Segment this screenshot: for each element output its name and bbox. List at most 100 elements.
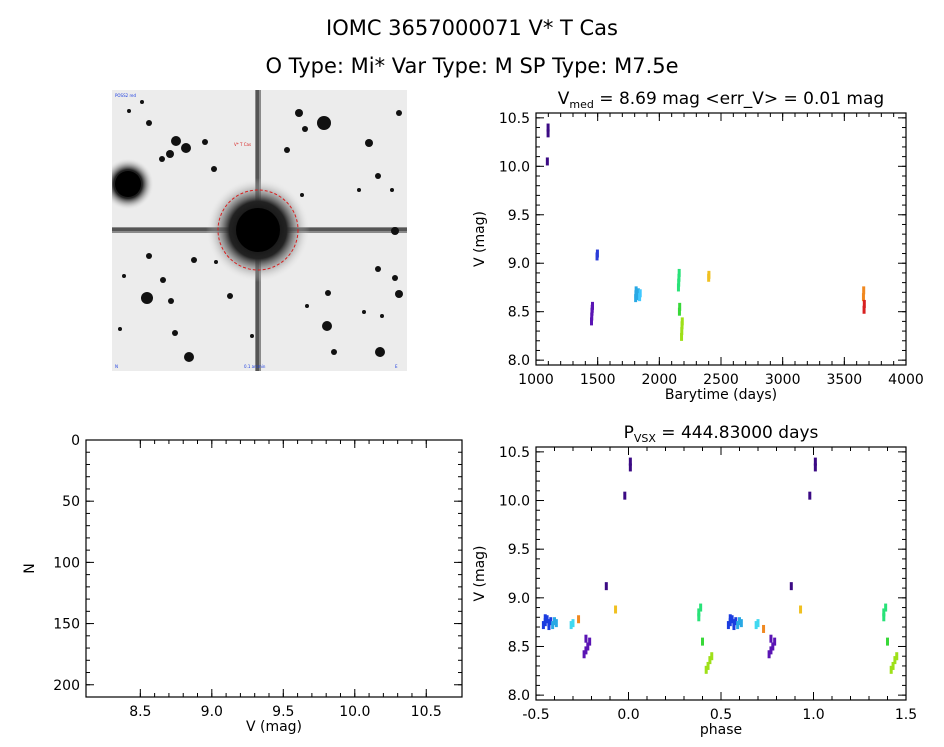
phase-point-s7-0: [623, 491, 627, 500]
phase-point-s23-2: [893, 656, 897, 665]
phase-point-s13-1: [738, 617, 741, 626]
lightcurve-ytick-label: 8.5: [508, 305, 530, 321]
lightcurve-title: Vmed = 8.69 mag <err_V> = 0.01 mag: [558, 89, 884, 111]
phase-xtick-label: 0.5: [710, 707, 732, 723]
phase-point-s12-4: [734, 617, 738, 626]
lightcurve-xtick-label: 1000: [518, 372, 554, 388]
lightcurve-point-s2-4: [590, 301, 594, 310]
hist-ytick-label: 100: [53, 555, 80, 571]
phase-point-s17-0: [789, 582, 793, 591]
phase-point-s11-1: [706, 661, 710, 670]
phase-point-s12-6: [732, 622, 736, 631]
phase-point-s6-0: [614, 605, 618, 614]
lightcurve-point-s6-2: [677, 273, 681, 282]
lightcurve-xlabel: Barytime (days): [665, 387, 777, 403]
phase-point-s16-1: [769, 646, 773, 655]
phase-point-s4-4: [584, 634, 588, 643]
phase-point-s2-0: [569, 621, 573, 630]
phase-point-s16-0: [767, 650, 771, 659]
phase-point-s16-4: [769, 634, 773, 643]
phase-point-s11-2: [708, 656, 712, 665]
phase-point-s4-2: [586, 642, 590, 651]
phase-xtick-label: -0.5: [522, 707, 549, 723]
phase-point-s0-2: [545, 615, 549, 624]
phase-point-s10-0: [701, 637, 704, 646]
lightcurve-point-s7-0: [677, 307, 681, 316]
phase-ytick-label: 8.0: [508, 688, 530, 704]
phase-point-s9-1: [697, 608, 701, 617]
hist-xtick-label: 9.0: [201, 704, 223, 720]
hist-xtick-label: 10.5: [411, 704, 442, 720]
phase-ytick-label: 9.5: [508, 542, 530, 558]
lightcurve-ytick-label: 10.0: [499, 159, 530, 175]
field-stars: [118, 100, 403, 362]
lightcurve-point-s1-0: [545, 157, 549, 166]
lightcurve-xtick-label: 2500: [703, 372, 739, 388]
phase-point-s12-2: [730, 615, 734, 624]
lightcurve-point-s11-0: [862, 305, 866, 314]
lightcurve-ytick-label: 9.0: [508, 256, 530, 272]
phase-point-s0-0: [541, 621, 545, 630]
phase-xtick-label: 1.5: [895, 707, 917, 723]
phase-point-s23-3: [895, 652, 899, 661]
lightcurve-point-s8-0: [680, 332, 684, 341]
phase-point-s1-2: [554, 619, 558, 628]
phase-point-s11-3: [710, 652, 714, 661]
lightcurve-point-s10-1: [862, 286, 866, 295]
lightcurve-xtick-label: 3500: [827, 372, 863, 388]
phase-ytick-label: 10.0: [499, 494, 530, 510]
figure-title: IOMC 3657000071 V* T Cas: [326, 16, 618, 40]
lightcurve-point-s10-0: [861, 293, 865, 302]
figure-subtitle: O Type: Mi* Var Type: M SP Type: M7.5e: [265, 54, 679, 78]
lightcurve-point-s3-1: [595, 249, 599, 258]
hist-xlabel: V (mag): [246, 719, 302, 735]
phase-point-s4-3: [588, 637, 592, 646]
phase-point-s5-0: [604, 582, 608, 591]
phase-point-s4-1: [584, 646, 588, 655]
phase-point-s4-0: [582, 650, 586, 659]
phase-point-s11-0: [704, 665, 708, 674]
lightcurve-point-s2-0: [590, 317, 593, 326]
phase-ylabel: V (mag): [472, 545, 488, 601]
stamp-caption-bottom-center: 0.1 arcmin: [244, 364, 266, 369]
phase-point-s8-0: [628, 463, 632, 472]
lightcurve-point-s4-4: [636, 288, 640, 297]
lightcurve-ytick-label: 9.5: [508, 208, 530, 224]
lightcurve-point-s0-0: [546, 129, 550, 138]
phase-title: PVSX = 444.83000 days: [624, 423, 819, 445]
lightcurve-frame: [535, 112, 907, 366]
hist-ytick-label: 50: [62, 494, 80, 510]
lightcurve-point-s9-1: [707, 270, 711, 279]
lightcurve-xtick-label: 2000: [642, 372, 678, 388]
phase-point-s22-0: [886, 637, 889, 646]
phase-point-s21-0: [882, 613, 886, 622]
phase-point-s20-0: [813, 463, 817, 472]
hist-xtick-label: 8.5: [129, 704, 151, 720]
sky-image-stamp: POSS2 red V* T Cas N 0.1 arcmin E: [112, 90, 407, 371]
hist-frame: [85, 439, 463, 698]
lightcurve-point-s7-1: [678, 302, 682, 311]
hist-xtick-label: 9.5: [272, 704, 294, 720]
phase-point-s23-0: [889, 665, 893, 674]
phase-point-s16-3: [773, 637, 777, 646]
hist-ytick-label: 200: [53, 678, 80, 694]
hist-ytick-label: 0: [71, 433, 80, 449]
phase-point-s1-0: [551, 621, 555, 630]
hist-xtick-label: 10.0: [339, 704, 370, 720]
phase-ytick-label: 8.5: [508, 639, 530, 655]
lightcurve-point-s6-0: [676, 283, 680, 292]
stamp-caption-bottom-left: N: [115, 364, 118, 369]
lightcurve-point-s4-2: [634, 286, 638, 295]
phase-ytick-label: 9.0: [508, 591, 530, 607]
phase-point-s8-1: [628, 457, 632, 466]
lightcurve-point-s8-3: [680, 317, 684, 326]
hist-ytick-label: 150: [53, 617, 80, 633]
phase-point-s12-5: [728, 614, 732, 623]
lightcurve-ytick-label: 10.5: [499, 111, 530, 127]
lightcurve-point-s6-3: [677, 268, 681, 277]
lightcurve-ylabel: V (mag): [472, 211, 488, 267]
target-aperture-circle: [217, 189, 299, 271]
lightcurve-point-s11-1: [862, 299, 866, 308]
lightcurve-point-s2-1: [590, 312, 594, 321]
